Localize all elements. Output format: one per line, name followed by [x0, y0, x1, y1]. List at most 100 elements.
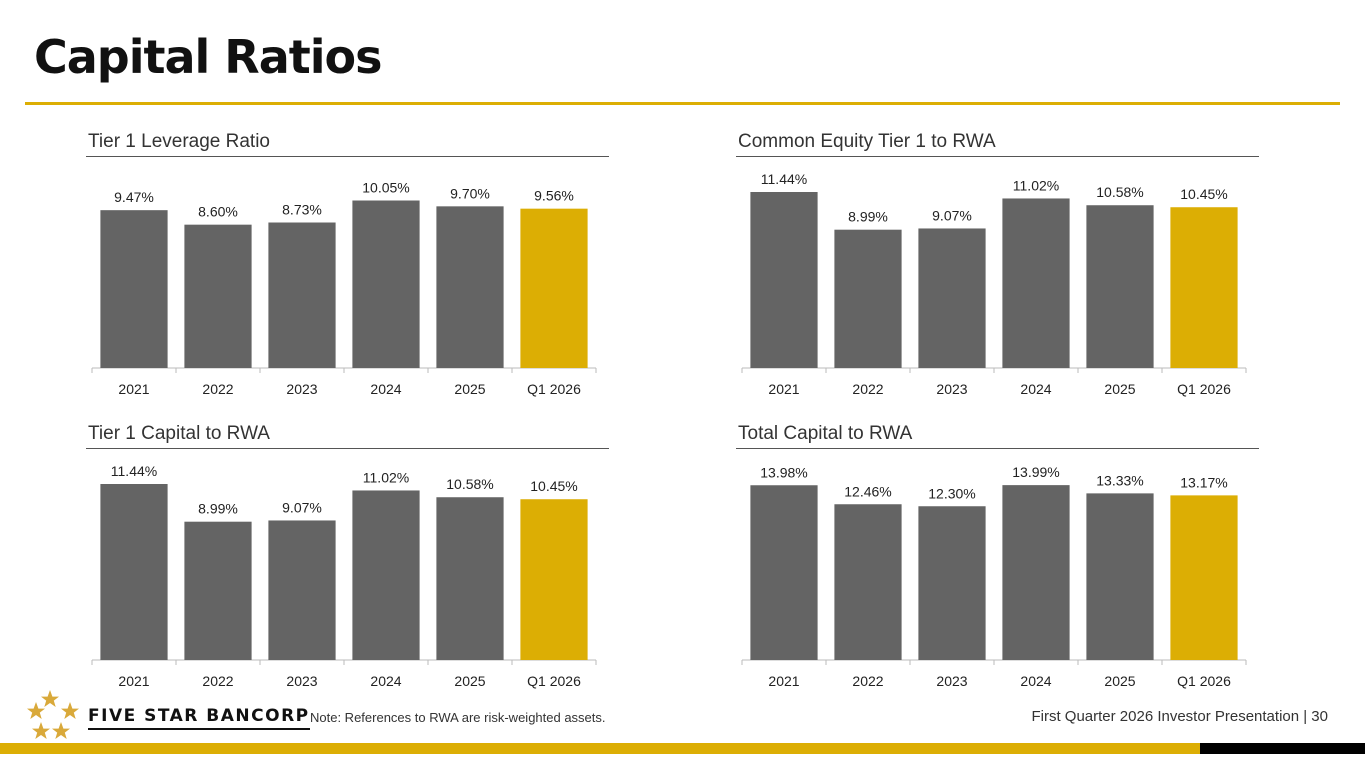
- data-label: 9.07%: [932, 207, 972, 223]
- data-label: 10.05%: [362, 180, 409, 196]
- data-label: 8.99%: [198, 501, 238, 517]
- bar: [918, 228, 986, 368]
- bar: [1002, 198, 1070, 368]
- data-label: 12.30%: [928, 485, 975, 501]
- chart-title-divider: [86, 448, 609, 449]
- footer-black-bar: [1200, 743, 1365, 754]
- chart-title: Tier 1 Capital to RWA: [88, 423, 270, 444]
- x-tick-label: 2021: [118, 673, 149, 689]
- star-icon: [61, 702, 79, 719]
- x-tick-label: 2022: [852, 381, 883, 397]
- data-label: 9.70%: [450, 185, 490, 201]
- bar: [750, 485, 818, 660]
- x-tick-label: 2021: [118, 381, 149, 397]
- x-tick-label: 2024: [370, 673, 401, 689]
- brand-name: FIVE STAR BANCORP: [88, 706, 310, 730]
- data-label: 9.07%: [282, 499, 322, 515]
- x-tick-label: Q1 2026: [1177, 673, 1231, 689]
- x-tick-label: Q1 2026: [527, 381, 581, 397]
- chart-tier1-capital-rwa: Tier 1 Capital to RWA 11.44% 2021 8.99% 202…: [86, 423, 611, 703]
- x-tick-label: 2024: [1020, 381, 1051, 397]
- x-tick-label: 2023: [936, 381, 967, 397]
- bar: [352, 490, 420, 660]
- chart-svg: 11.44% 2021 8.99% 2022 9.07% 2023 11.02% 2024 10…: [91, 463, 597, 689]
- bar: [352, 200, 420, 368]
- bar: [750, 192, 818, 368]
- data-label: 11.44%: [111, 463, 157, 479]
- bar: [1170, 495, 1238, 660]
- data-label: 11.02%: [1013, 177, 1059, 193]
- data-label: 9.47%: [114, 189, 154, 205]
- data-label: 8.73%: [282, 202, 322, 218]
- x-tick-label: Q1 2026: [1177, 381, 1231, 397]
- x-tick-label: 2023: [286, 381, 317, 397]
- chart-title: Total Capital to RWA: [738, 423, 913, 444]
- title-divider: [25, 102, 1340, 105]
- data-label: 10.45%: [530, 478, 577, 494]
- chart-total-capital-rwa: Total Capital to RWA 13.98% 2021 12.46% 202…: [736, 423, 1261, 703]
- x-tick-label: 2025: [454, 673, 485, 689]
- x-tick-label: 2025: [1104, 381, 1135, 397]
- bar: [436, 497, 504, 660]
- page-title: Capital Ratios: [34, 30, 383, 84]
- five-star-logo-icon: [27, 690, 79, 739]
- chart-title-divider: [736, 448, 1259, 449]
- bar: [268, 520, 336, 660]
- chart-title-divider: [86, 156, 609, 157]
- data-label: 10.58%: [446, 476, 493, 492]
- footer-accent-bar: [0, 743, 1200, 754]
- star-icon: [32, 722, 50, 739]
- chart-svg: 11.44% 2021 8.99% 2022 9.07% 2023 11.02% 2024 10…: [741, 171, 1247, 397]
- data-label: 13.99%: [1012, 464, 1059, 480]
- chart-title-divider: [736, 156, 1259, 157]
- bar: [100, 484, 168, 660]
- x-tick-label: 2025: [454, 381, 485, 397]
- data-label: 11.02%: [363, 469, 409, 485]
- bar: [1002, 485, 1070, 660]
- bar: [1170, 207, 1238, 368]
- x-tick-label: Q1 2026: [527, 673, 581, 689]
- data-label: 13.17%: [1180, 474, 1227, 490]
- chart-tier1-leverage: Tier 1 Leverage Ratio 9.47% 2021 8.60% 2022…: [86, 131, 611, 411]
- bar: [834, 504, 902, 660]
- star-icon: [27, 702, 45, 719]
- x-tick-label: 2021: [768, 673, 799, 689]
- star-icon: [52, 722, 70, 739]
- data-label: 9.56%: [534, 188, 574, 204]
- data-label: 13.33%: [1096, 472, 1143, 488]
- bar: [520, 208, 588, 368]
- data-label: 10.58%: [1096, 184, 1143, 200]
- x-tick-label: 2022: [202, 381, 233, 397]
- bar: [184, 521, 252, 660]
- bar: [834, 229, 902, 368]
- x-tick-label: 2023: [286, 673, 317, 689]
- bar: [268, 222, 336, 368]
- footer-page-label: First Quarter 2026 Investor Presentation…: [1031, 708, 1328, 725]
- chart-cet1-rwa: Common Equity Tier 1 to RWA 11.44% 2021 8.…: [736, 131, 1261, 411]
- bar: [1086, 493, 1154, 660]
- data-label: 12.46%: [844, 483, 891, 499]
- x-tick-label: 2025: [1104, 673, 1135, 689]
- data-label: 10.45%: [1180, 186, 1227, 202]
- data-label: 8.60%: [198, 204, 238, 220]
- footnote: Note: References to RWA are risk-weighte…: [310, 710, 606, 725]
- data-label: 11.44%: [761, 171, 807, 187]
- data-label: 8.99%: [848, 209, 888, 225]
- x-tick-label: 2023: [936, 673, 967, 689]
- bar: [520, 499, 588, 660]
- x-tick-label: 2024: [1020, 673, 1051, 689]
- data-label: 13.98%: [760, 464, 807, 480]
- bar: [184, 224, 252, 368]
- chart-title: Common Equity Tier 1 to RWA: [738, 131, 996, 152]
- x-tick-label: 2022: [202, 673, 233, 689]
- chart-svg: 13.98% 2021 12.46% 2022 12.30% 2023 13.99% 2024…: [741, 464, 1247, 689]
- x-tick-label: 2021: [768, 381, 799, 397]
- bar: [100, 210, 168, 368]
- bar: [436, 206, 504, 368]
- chart-svg: 9.47% 2021 8.60% 2022 8.73% 2023 10.05% 2024 9.7…: [91, 180, 597, 397]
- bar: [918, 506, 986, 660]
- x-tick-label: 2022: [852, 673, 883, 689]
- x-tick-label: 2024: [370, 381, 401, 397]
- star-icon: [41, 690, 59, 707]
- bar: [1086, 205, 1154, 368]
